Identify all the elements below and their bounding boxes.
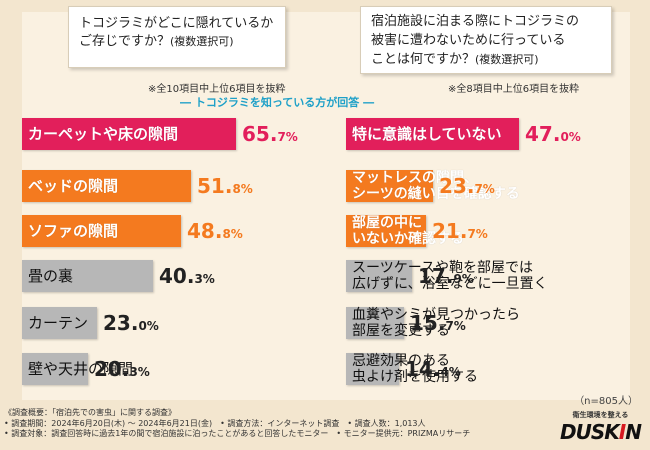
bar-label-1-3: スーツケースや鞄を部屋では 広げずに、浴室などに一旦置く [352, 260, 548, 292]
bar-value-0-5: 20.3% [94, 353, 150, 388]
footer-line2: • 調査期間：2024年6月20日(木) ～ 2024年6月21日(金) • 調… [4, 418, 426, 428]
bar-label-line: 特に意識はしていない [352, 125, 502, 143]
bar-label-1-5: 忌避効果のある 虫よけ剤を使用する [352, 353, 478, 385]
content-panel [22, 12, 630, 400]
bar-0-3 [22, 260, 153, 292]
bar-0-2 [22, 215, 181, 247]
value-integer: 65. [242, 122, 278, 146]
value-integer: 14. [405, 357, 441, 381]
value-decimal: 7% [467, 227, 488, 241]
value-decimal: 3% [129, 365, 150, 379]
bar-value-0-2: 48.8% [187, 215, 243, 250]
bar-label-line: 壁や天井の隙間 [28, 360, 134, 378]
value-decimal: 3% [194, 272, 215, 286]
value-decimal: 8% [232, 182, 253, 196]
bar-value-1-0: 47.0% [525, 118, 581, 153]
left-note: ※全10項目中上位6項目を抜粋 [148, 84, 286, 95]
left-question-line2: ご存じですか？ [79, 34, 171, 49]
bar-value-1-1: 23.7% [439, 170, 495, 205]
footer-line3: • 調査対象：調査回答時に過去1年の間で宿泊施設に泊ったことがあると回答したモニ… [4, 429, 471, 438]
bar-value-1-4: 15.7% [410, 307, 466, 342]
bar-label-0-1: ベッドの隙間 [28, 170, 118, 202]
value-integer: 23. [439, 174, 475, 198]
bar-value-0-1: 51.8% [197, 170, 253, 205]
bar-label-line: 部屋の中に [352, 215, 422, 231]
value-decimal: 0% [138, 319, 159, 333]
sample-size-note: （n=805人） [574, 396, 638, 407]
bar-0-4 [22, 307, 97, 339]
bar-label-line: カーテン [28, 314, 89, 332]
right-note: ※全8項目中上位6項目を抜粋 [448, 84, 580, 95]
bar-label-line: 畳の裏 [28, 267, 74, 285]
bar-label-line: 虫よけ剤を使用する [352, 369, 478, 385]
bar-label-line: 部屋を変更する [352, 323, 450, 339]
bar-value-1-5: 14.4% [405, 353, 461, 388]
value-decimal: 4% [440, 365, 461, 379]
bar-label-line: スーツケースや鞄を部屋では [352, 260, 534, 276]
value-integer: 21. [432, 219, 468, 243]
value-integer: 20. [94, 357, 130, 381]
bar-label-0-5: 壁や天井の隙間 [28, 353, 133, 385]
bar-1-1 [346, 170, 433, 202]
bar-label-line: 広げずに、浴室などに一旦置く [352, 276, 548, 292]
bar-label-0-4: カーテン [28, 307, 88, 339]
bar-label-line: ベッドの隙間 [28, 177, 119, 195]
bar-label-0-2: ソファの隙間 [28, 215, 118, 247]
bar-value-1-3: 17.9% [418, 260, 474, 295]
bar-value-0-3: 40.3% [159, 260, 215, 295]
bar-label-line: 忌避効果のある [352, 353, 450, 369]
bar-1-2 [346, 215, 426, 247]
bar-1-5 [346, 353, 399, 385]
bar-label-1-0: 特に意識はしていない [352, 118, 502, 150]
duskin-logo: DUSKIN [560, 420, 642, 444]
right-question-line2: 被害に遭わないために行っている [371, 33, 566, 48]
left-question-line1: トコジラミがどこに隠れているか [79, 16, 274, 31]
brand-tagline: 衛生環境を整える [572, 411, 629, 419]
bar-1-3 [346, 260, 412, 292]
value-decimal: 7% [445, 319, 466, 333]
respondent-subtitle: ― トコジラミを知っている方が回答 ― [180, 96, 375, 109]
bar-1-0 [346, 118, 519, 150]
value-integer: 23. [103, 311, 139, 335]
bar-label-line: シーツの縫い目を確認する [352, 186, 520, 202]
bar-label-line: ソファの隙間 [28, 222, 119, 240]
value-integer: 47. [525, 122, 561, 146]
bar-0-0 [22, 118, 236, 150]
left-question-suffix: (複数選択可) [170, 35, 234, 48]
value-decimal: 0% [560, 130, 581, 144]
right-question-line1: 宿泊施設に泊まる際にトコジラミの [371, 14, 580, 29]
bar-label-line: カーペットや床の隙間 [28, 125, 179, 143]
right-question-suffix: (複数選択可) [475, 53, 539, 66]
bar-label-line: 血糞やシミが見つかったら [352, 307, 520, 323]
value-decimal: 9% [453, 272, 474, 286]
bar-value-0-4: 23.0% [103, 307, 159, 342]
right-question-line3: ことは何ですか？ [371, 52, 476, 67]
value-integer: 17. [418, 264, 454, 288]
value-integer: 15. [410, 311, 446, 335]
bar-label-1-2: 部屋の中に いないか確認する [352, 215, 464, 247]
bar-0-1 [22, 170, 191, 202]
bar-value-0-0: 65.7% [242, 118, 298, 153]
survey-footer: 《調査概要：「宿泊先での害虫」に関する調査》 • 調査期間：2024年6月20日… [4, 408, 470, 440]
value-integer: 51. [197, 174, 233, 198]
right-question-box: 宿泊施設に泊まる際にトコジラミの 被害に遭わないために行っている ことは何ですか… [360, 6, 612, 74]
bar-1-4 [346, 307, 404, 339]
value-integer: 40. [159, 264, 195, 288]
bar-value-1-2: 21.7% [432, 215, 488, 250]
bar-label-0-0: カーペットや床の隙間 [28, 118, 178, 150]
value-decimal: 7% [474, 182, 495, 196]
value-decimal: 8% [222, 227, 243, 241]
value-decimal: 7% [277, 130, 298, 144]
left-question-box: トコジラミがどこに隠れているか ご存じですか？(複数選択可) [68, 6, 286, 68]
bar-label-line: マットレスの隙間、 [352, 170, 478, 186]
bar-0-5 [22, 353, 88, 385]
footer-line1: 《調査概要：「宿泊先での害虫」に関する調査》 [4, 408, 176, 417]
value-integer: 48. [187, 219, 223, 243]
bar-label-line: いないか確認する [352, 231, 464, 247]
bar-label-1-4: 血糞やシミが見つかったら 部屋を変更する [352, 307, 520, 339]
bar-label-0-3: 畳の裏 [28, 260, 73, 292]
duskin-brand: 衛生環境を整える DUSKIN [560, 410, 642, 444]
bar-label-1-1: マットレスの隙間、 シーツの縫い目を確認する [352, 170, 520, 202]
